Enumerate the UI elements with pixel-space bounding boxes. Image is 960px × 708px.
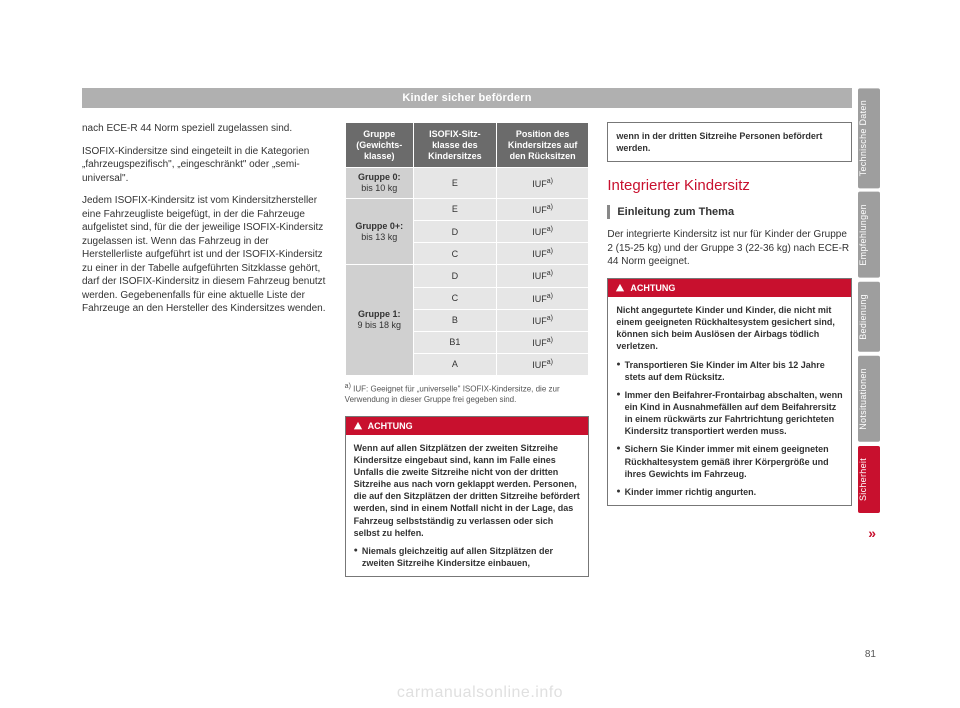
- table-group-cell: Gruppe 0+: bis 13 kg: [345, 198, 413, 264]
- tab-emergencies[interactable]: Notsituationen: [858, 356, 880, 442]
- continue-marker: »: [868, 525, 876, 541]
- table-cell: IUFa): [496, 198, 588, 220]
- warning-box: ACHTUNG Wenn auf allen Sitzplätzen der z…: [345, 416, 590, 578]
- warning-body: wenn in der dritten Sitzreihe Personen b…: [608, 123, 851, 161]
- page-number: 81: [865, 649, 876, 660]
- table-cell: IUFa): [496, 243, 588, 265]
- table-footnote: a) IUF: Geeignet für „universelle" ISOFI…: [345, 382, 590, 405]
- table-cell: IUFa): [496, 168, 588, 199]
- warning-box-continued: wenn in der dritten Sitzreihe Personen b…: [607, 122, 852, 162]
- table-cell: IUFa): [496, 265, 588, 287]
- table-cell: B1: [413, 331, 496, 353]
- table-cell: IUFa): [496, 353, 588, 375]
- table-cell: A: [413, 353, 496, 375]
- column-center: Gruppe (Gewichts­klasse) ISOFIX-Sitz­kla…: [345, 122, 590, 585]
- warning-text: wenn in der dritten Sitzreihe Personen b…: [616, 130, 843, 154]
- table-cell: B: [413, 309, 496, 331]
- table-cell: E: [413, 198, 496, 220]
- manual-page: Kinder sicher befördern nach ECE-R 44 No…: [0, 0, 960, 708]
- section-heading: Integrierter Kindersitz: [607, 176, 852, 196]
- warning-body: Nicht angegurtete Kinder und Kinder, die…: [608, 297, 851, 505]
- warning-bullet: Transportieren Sie Kinder im Alter bis 1…: [616, 359, 843, 383]
- warning-body: Wenn auf allen Sitzplätzen der zweiten S…: [346, 435, 589, 576]
- warning-text: Wenn auf allen Sitzplätzen der zweiten S…: [354, 442, 581, 539]
- body-text: Der integrierte Kindersitz ist nur für K…: [607, 228, 852, 269]
- warning-triangle-icon: [353, 421, 363, 431]
- tab-technical-data[interactable]: Technische Daten: [858, 88, 880, 188]
- side-tabs: Technische Daten Empfehlungen Bedienung …: [858, 88, 880, 513]
- table-cell: IUFa): [496, 221, 588, 243]
- table-cell: E: [413, 168, 496, 199]
- warning-bullet: Kinder immer richtig angurten.: [616, 486, 843, 498]
- warning-box: ACHTUNG Nicht angegurtete Kinder und Kin…: [607, 278, 852, 506]
- table-cell: C: [413, 287, 496, 309]
- body-text: Jedem ISOFIX-Kindersitz ist vom Kindersi…: [82, 194, 327, 316]
- table-header: Position des Kindersitzes auf den Rücksi…: [496, 123, 588, 168]
- column-right: wenn in der dritten Sitzreihe Personen b…: [607, 122, 852, 585]
- table-cell: C: [413, 243, 496, 265]
- warning-triangle-icon: [615, 283, 625, 293]
- table-cell: D: [413, 265, 496, 287]
- section-subheading: Einleitung zum Thema: [607, 205, 852, 220]
- table-cell: IUFa): [496, 309, 588, 331]
- warning-header: ACHTUNG: [346, 417, 589, 435]
- watermark: carmanualsonline.info: [0, 684, 960, 702]
- body-text: ISOFIX-Kindersitze sind eingeteilt in di…: [82, 145, 327, 186]
- warning-text: Nicht angegurtete Kinder und Kinder, die…: [616, 304, 843, 353]
- table-cell: IUFa): [496, 331, 588, 353]
- warning-header: ACHTUNG: [608, 279, 851, 297]
- tab-recommendations[interactable]: Empfehlungen: [858, 192, 880, 278]
- content-columns: nach ECE-R 44 Norm speziell zugelassen s…: [82, 122, 852, 585]
- warning-bullet: Niemals gleichzeitig auf allen Sitzplätz…: [354, 545, 581, 569]
- tab-safety[interactable]: Sicherheit: [858, 446, 880, 513]
- table-header: Gruppe (Gewichts­klasse): [345, 123, 413, 168]
- column-left: nach ECE-R 44 Norm speziell zugelassen s…: [82, 122, 327, 585]
- table-group-cell: Gruppe 0: bis 10 kg: [345, 168, 413, 199]
- warning-bullet: Sichern Sie Kinder immer mit einem geeig…: [616, 443, 843, 479]
- table-group-cell: Gruppe 1: 9 bis 18 kg: [345, 265, 413, 376]
- tab-operation[interactable]: Bedienung: [858, 282, 880, 352]
- warning-bullet: Immer den Beifahrer-Frontairbag abschalt…: [616, 389, 843, 438]
- table-header: ISOFIX-Sitz­klasse des Kindersitzes: [413, 123, 496, 168]
- table-cell: D: [413, 221, 496, 243]
- isofix-table: Gruppe (Gewichts­klasse) ISOFIX-Sitz­kla…: [345, 122, 590, 376]
- chapter-header: Kinder sicher befördern: [82, 88, 852, 108]
- body-text: nach ECE-R 44 Norm speziell zugelassen s…: [82, 122, 327, 136]
- table-cell: IUFa): [496, 287, 588, 309]
